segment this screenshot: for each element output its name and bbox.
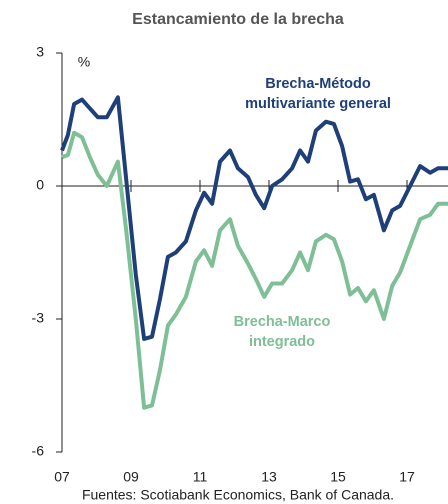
series-line — [60, 95, 448, 341]
x-tick-label: 11 — [193, 469, 208, 485]
x-tick-label: 13 — [261, 469, 277, 485]
y-tick-label: -6 — [32, 443, 45, 459]
y-tick-label: 3 — [36, 44, 44, 60]
chart-title: Estancamiento de la brecha — [132, 11, 344, 28]
series-label: integrado — [249, 334, 315, 350]
series-line — [61, 130, 448, 410]
y-tick-label: -3 — [32, 310, 45, 326]
series-label: multivariante general — [245, 96, 391, 112]
x-tick-label: 09 — [123, 469, 139, 485]
source: Fuentes: Scotiabank Economics, Bank of C… — [82, 487, 394, 503]
x-tick-label: 15 — [330, 469, 346, 485]
y-tick-label: 0 — [36, 177, 44, 193]
series-label: Brecha-Método — [265, 76, 371, 92]
series-label: Brecha-Marco — [234, 314, 331, 330]
x-tick-label: 17 — [399, 469, 415, 485]
x-tick-label: 07 — [54, 469, 70, 485]
y-unit: % — [78, 54, 90, 70]
